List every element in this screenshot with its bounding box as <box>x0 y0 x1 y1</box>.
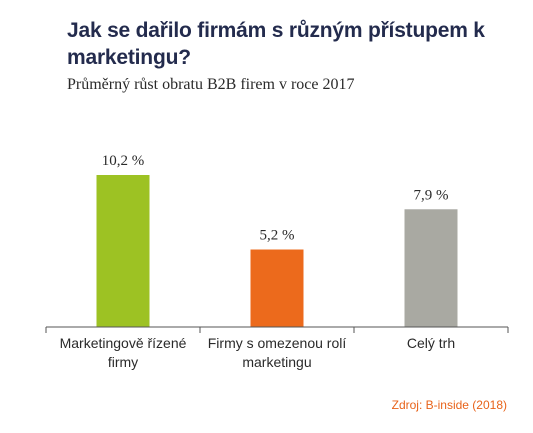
value-label: 7,9 % <box>414 187 449 203</box>
chart-title: Jak se dařilo firmám s různým přístupem … <box>67 19 485 69</box>
source-note: Zdroj: B-inside (2018) <box>391 398 507 412</box>
category-label: Celý trh <box>407 335 455 351</box>
bar-1 <box>96 175 150 327</box>
value-label: 5,2 % <box>260 228 295 244</box>
bar-3 <box>404 209 458 327</box>
value-label: 10,2 % <box>102 153 145 169</box>
category-label: Marketingově řízené firmy <box>60 335 187 370</box>
bar-2 <box>250 249 304 327</box>
chart-subtitle: Průměrný růst obratu B2B firem v roce 20… <box>67 76 355 93</box>
category-label: Firmy s omezenou rolí marketingu <box>208 335 347 370</box>
